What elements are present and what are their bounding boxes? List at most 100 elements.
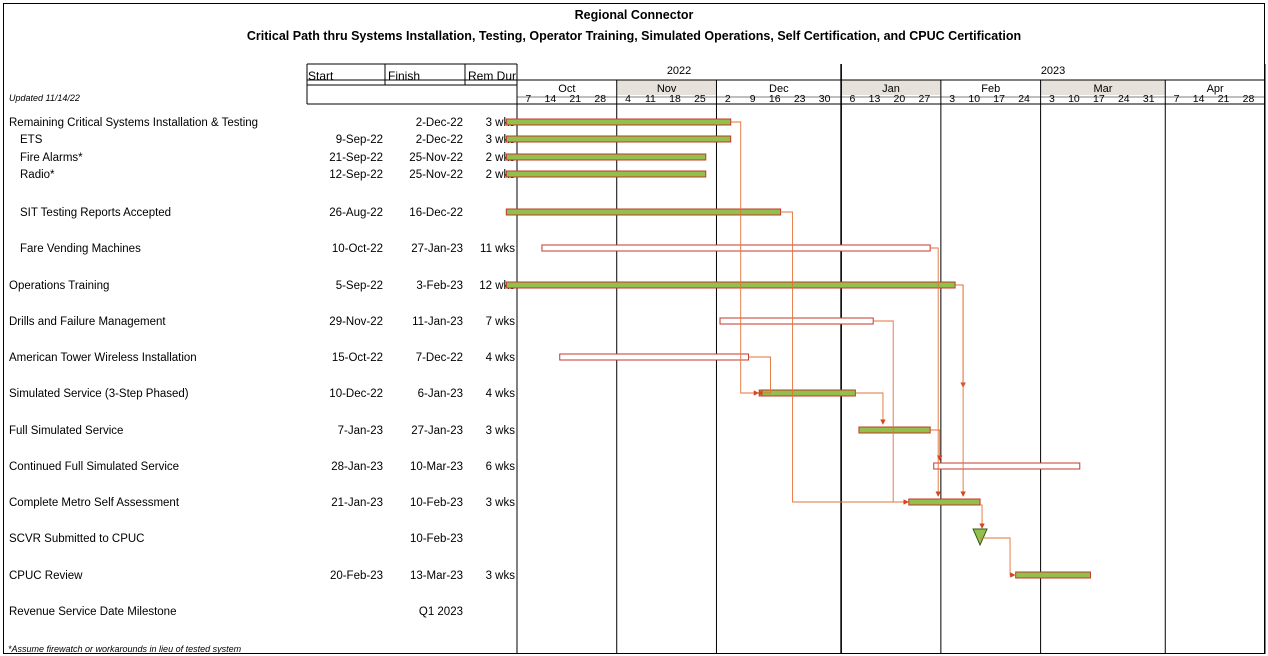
day-label-feb-17: 17 xyxy=(993,93,1005,105)
task-finish: 10-Feb-23 xyxy=(410,497,463,509)
day-label-apr-21: 21 xyxy=(1218,93,1230,105)
task-start: 21-Sep-22 xyxy=(329,152,383,164)
day-label-mar-10: 10 xyxy=(1068,93,1080,105)
task-bar xyxy=(505,208,782,216)
task-name: Drills and Failure Management xyxy=(9,316,166,328)
task-bar xyxy=(505,135,732,143)
task-duration: 4 wks xyxy=(486,388,516,400)
dependency-link xyxy=(748,356,771,396)
year-label-2022: 2022 xyxy=(667,65,691,77)
task-start: 21-Jan-23 xyxy=(331,497,383,509)
task-duration: 7 wks xyxy=(486,316,516,328)
day-label-dec-16: 16 xyxy=(769,93,781,105)
day-label-feb-24: 24 xyxy=(1018,93,1030,105)
updated-date: Updated 11/14/22 xyxy=(9,93,80,103)
task-name: Simulated Service (3-Step Phased) xyxy=(9,388,189,400)
day-label-jan-20: 20 xyxy=(894,93,906,105)
month-shade-mar xyxy=(1040,80,1166,95)
task-start: 29-Nov-22 xyxy=(329,316,383,328)
task-finish: 11-Jan-23 xyxy=(412,316,463,328)
dependency-link xyxy=(930,429,943,461)
task-duration: 4 wks xyxy=(486,352,516,364)
task-start: 26-Aug-22 xyxy=(329,207,383,219)
day-label-feb-3: 3 xyxy=(949,93,955,105)
task-finish: Q1 2023 xyxy=(419,606,463,618)
dependency-link xyxy=(930,247,941,497)
task-name: CPUC Review xyxy=(9,570,83,582)
task-finish: 16-Dec-22 xyxy=(409,207,463,219)
task-finish: 7-Dec-22 xyxy=(416,352,463,364)
task-finish: 6-Jan-23 xyxy=(418,388,463,400)
task-name: Remaining Critical Systems Installation … xyxy=(9,117,258,129)
task-start: 10-Dec-22 xyxy=(329,388,383,400)
task-name: Full Simulated Service xyxy=(9,425,123,437)
task-duration: 11 wks xyxy=(480,243,515,255)
chart-title: Regional Connector xyxy=(574,8,694,22)
month-shade-nov xyxy=(616,80,717,95)
task-name: Continued Full Simulated Service xyxy=(9,461,179,473)
dependency-link xyxy=(980,537,1016,578)
task-name: Operations Training xyxy=(9,280,109,292)
month-label-feb: Feb xyxy=(981,83,1000,95)
task-bar xyxy=(559,353,750,361)
task-finish: 10-Mar-23 xyxy=(410,461,463,473)
day-label-oct-7: 7 xyxy=(525,93,531,105)
day-label-jan-27: 27 xyxy=(918,93,930,105)
task-start: 10-Oct-22 xyxy=(332,243,383,255)
task-finish: 13-Mar-23 xyxy=(410,570,463,582)
task-bar xyxy=(505,170,707,178)
month-label-jan: Jan xyxy=(882,83,900,95)
task-bar xyxy=(908,498,981,506)
task-start: 15-Oct-22 xyxy=(332,352,383,364)
task-duration: 3 wks xyxy=(486,570,516,582)
day-label-nov-18: 18 xyxy=(669,93,681,105)
day-label-jan-13: 13 xyxy=(869,93,881,105)
task-bar xyxy=(933,462,1081,470)
day-label-jan-6: 6 xyxy=(850,93,856,105)
task-start: 28-Jan-23 xyxy=(331,461,383,473)
task-name: Revenue Service Date Milestone xyxy=(9,606,176,618)
day-label-nov-4: 4 xyxy=(625,93,631,105)
task-duration: 3 wks xyxy=(486,425,516,437)
task-finish: 25-Nov-22 xyxy=(409,152,463,164)
task-bar xyxy=(1015,571,1091,579)
day-label-oct-21: 21 xyxy=(569,93,581,105)
day-label-dec-23: 23 xyxy=(794,93,806,105)
task-name: Complete Metro Self Assessment xyxy=(9,497,180,509)
month-label-apr: Apr xyxy=(1207,83,1224,95)
month-label-nov: Nov xyxy=(657,83,677,95)
task-name: SIT Testing Reports Accepted xyxy=(20,207,171,219)
day-label-oct-28: 28 xyxy=(594,93,606,105)
milestone-marker xyxy=(972,528,988,547)
task-name: ETS xyxy=(20,134,43,146)
month-label-dec: Dec xyxy=(769,83,789,95)
dependency-link xyxy=(955,284,966,497)
task-duration: 3 wks xyxy=(486,497,516,509)
day-label-mar-3: 3 xyxy=(1049,93,1055,105)
task-finish: 27-Jan-23 xyxy=(411,425,463,437)
task-bar xyxy=(858,426,931,434)
day-label-mar-31: 31 xyxy=(1143,93,1155,105)
task-bar xyxy=(719,317,874,325)
day-label-nov-25: 25 xyxy=(694,93,706,105)
task-bar xyxy=(505,153,707,161)
day-label-mar-17: 17 xyxy=(1093,93,1105,105)
day-label-mar-24: 24 xyxy=(1118,93,1130,105)
task-bar xyxy=(505,118,732,126)
task-bar xyxy=(758,389,856,397)
month-label-oct: Oct xyxy=(558,83,575,95)
dependency-link xyxy=(873,320,909,505)
dependency-link xyxy=(780,211,909,505)
day-label-dec-30: 30 xyxy=(819,93,831,105)
day-label-apr-7: 7 xyxy=(1174,93,1180,105)
day-label-apr-14: 14 xyxy=(1193,93,1205,105)
task-finish: 25-Nov-22 xyxy=(409,169,463,181)
task-bar xyxy=(505,281,956,289)
task-start: 9-Sep-22 xyxy=(336,134,383,146)
footnote: *Assume firewatch or workarounds in lieu… xyxy=(8,644,242,654)
task-duration: 6 wks xyxy=(486,461,516,473)
task-name: SCVR Submitted to CPUC xyxy=(9,533,145,545)
task-start: 12-Sep-22 xyxy=(329,169,383,181)
task-start: 7-Jan-23 xyxy=(338,425,383,437)
